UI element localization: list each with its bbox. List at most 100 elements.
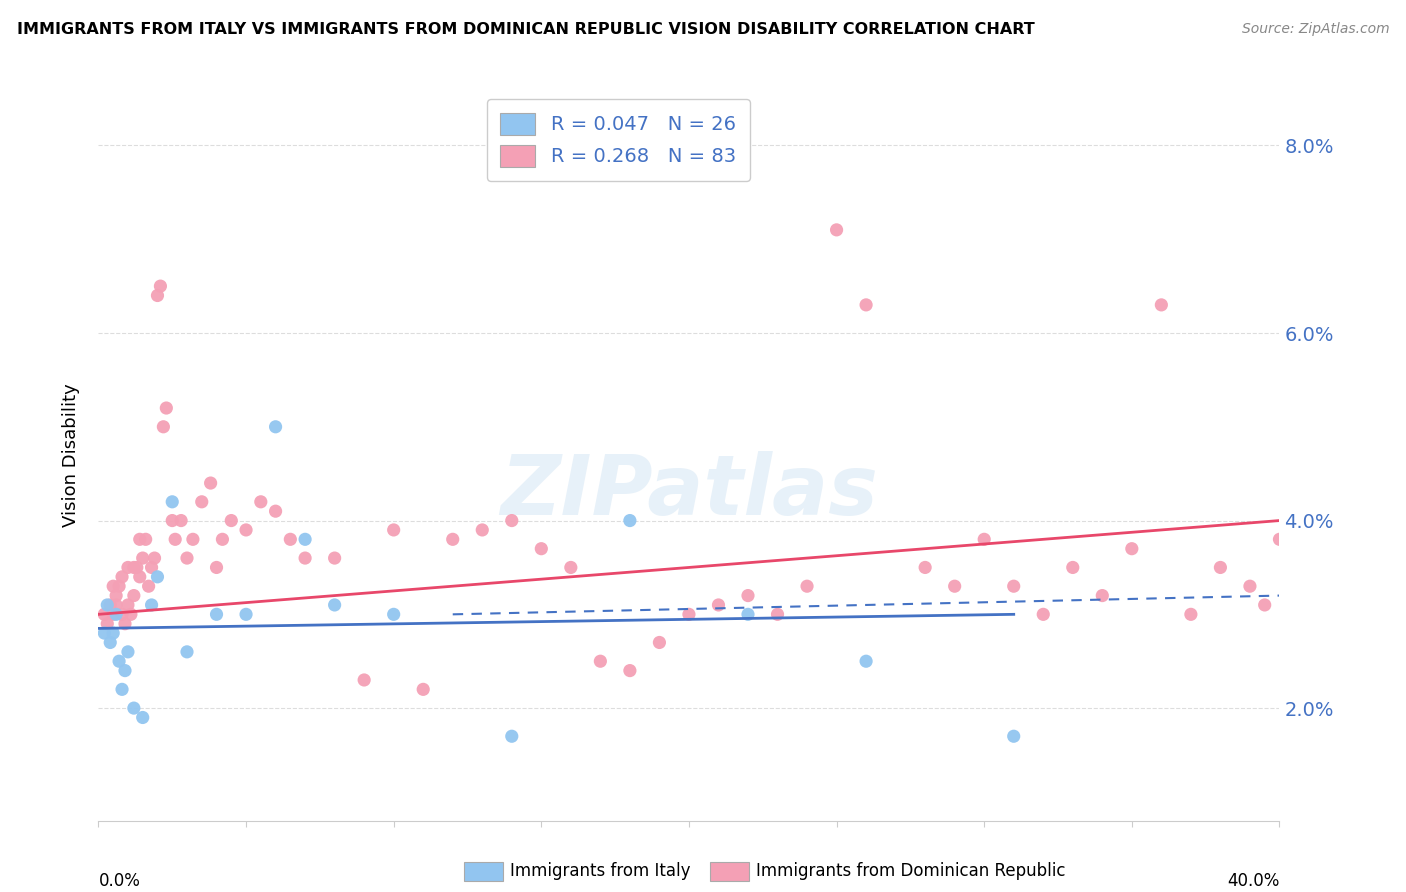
Point	[294, 533, 316, 547]
Point	[294, 551, 316, 566]
Point	[1239, 579, 1261, 593]
Point	[1032, 607, 1054, 622]
Point	[1322, 598, 1344, 612]
Point	[98, 598, 121, 612]
Text: 0.0%: 0.0%	[98, 871, 141, 890]
Point	[1284, 579, 1306, 593]
Point	[93, 626, 115, 640]
Point	[96, 616, 118, 631]
Point	[117, 560, 139, 574]
Point	[619, 664, 641, 678]
Point	[412, 682, 434, 697]
Point	[1292, 598, 1315, 612]
Point	[221, 514, 243, 528]
Point	[737, 589, 759, 603]
Point	[1268, 533, 1291, 547]
Point	[96, 598, 118, 612]
Point	[707, 598, 730, 612]
Point	[114, 664, 136, 678]
Text: 40.0%: 40.0%	[1227, 871, 1279, 890]
Point	[766, 607, 789, 622]
Point	[105, 607, 128, 622]
Point	[382, 523, 405, 537]
Point	[1062, 560, 1084, 574]
Legend: R = 0.047   N = 26, R = 0.268   N = 83: R = 0.047 N = 26, R = 0.268 N = 83	[486, 99, 749, 181]
Point	[155, 401, 177, 415]
Point	[135, 533, 157, 547]
Point	[128, 533, 150, 547]
Point	[737, 607, 759, 622]
Point	[235, 523, 257, 537]
Point	[132, 551, 155, 566]
Point	[111, 682, 134, 697]
Point	[1254, 598, 1277, 612]
Point	[796, 579, 818, 593]
Text: Source: ZipAtlas.com: Source: ZipAtlas.com	[1241, 22, 1389, 37]
Point	[181, 533, 204, 547]
Point	[1002, 579, 1025, 593]
Point	[264, 419, 287, 434]
Point	[138, 579, 160, 593]
Point	[441, 533, 464, 547]
Point	[1150, 298, 1173, 312]
Point	[501, 729, 523, 743]
Point	[1209, 560, 1232, 574]
Point	[235, 607, 257, 622]
Point	[855, 654, 877, 668]
Point	[103, 626, 125, 640]
Point	[323, 598, 346, 612]
Point	[560, 560, 582, 574]
Point	[120, 607, 142, 622]
Point	[471, 523, 494, 537]
Text: Immigrants from Italy: Immigrants from Italy	[510, 863, 690, 880]
Point	[1313, 541, 1336, 556]
Point	[165, 533, 187, 547]
Point	[108, 654, 131, 668]
Point	[619, 514, 641, 528]
Point	[280, 533, 302, 547]
Point	[323, 551, 346, 566]
Point	[1303, 570, 1326, 584]
Point	[825, 223, 848, 237]
Point	[914, 560, 936, 574]
Point	[111, 607, 134, 622]
Point	[117, 598, 139, 612]
Point	[170, 514, 193, 528]
Point	[162, 495, 183, 509]
Point	[943, 579, 966, 593]
Point	[973, 533, 995, 547]
Point	[146, 570, 169, 584]
Point	[103, 607, 125, 622]
Point	[114, 616, 136, 631]
Text: Immigrants from Dominican Republic: Immigrants from Dominican Republic	[756, 863, 1066, 880]
Point	[1091, 589, 1114, 603]
Point	[382, 607, 405, 622]
Point	[264, 504, 287, 518]
Point	[191, 495, 214, 509]
Point	[122, 560, 145, 574]
Point	[250, 495, 273, 509]
Point	[200, 476, 222, 491]
Point	[589, 654, 612, 668]
Point	[176, 645, 198, 659]
Text: ZIPatlas: ZIPatlas	[501, 451, 877, 532]
Point	[93, 607, 115, 622]
Point	[648, 635, 671, 649]
Text: IMMIGRANTS FROM ITALY VS IMMIGRANTS FROM DOMINICAN REPUBLIC VISION DISABILITY CO: IMMIGRANTS FROM ITALY VS IMMIGRANTS FROM…	[17, 22, 1035, 37]
Point	[108, 579, 131, 593]
Point	[205, 560, 228, 574]
Point	[122, 589, 145, 603]
Point	[152, 419, 174, 434]
Point	[501, 514, 523, 528]
Point	[125, 560, 148, 574]
Point	[1333, 560, 1355, 574]
Point	[1343, 551, 1365, 566]
Point	[205, 607, 228, 622]
Point	[105, 598, 128, 612]
Point	[103, 579, 125, 593]
Point	[111, 570, 134, 584]
Point	[162, 514, 183, 528]
Point	[211, 533, 233, 547]
Point	[855, 298, 877, 312]
Point	[143, 551, 166, 566]
